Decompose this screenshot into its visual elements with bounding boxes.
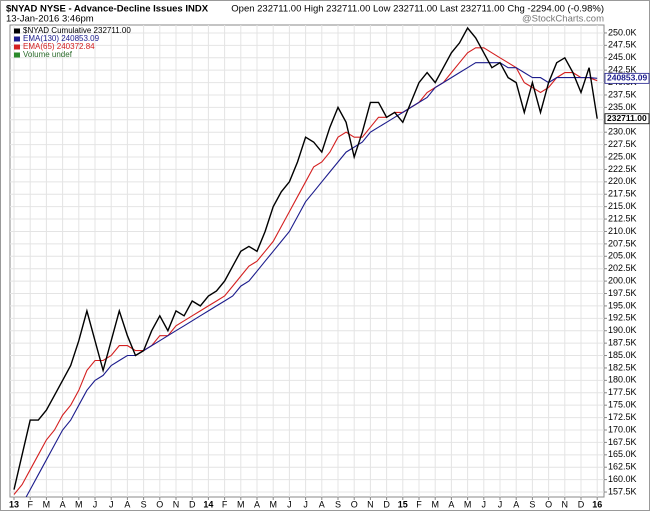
legend-label: $NYAD Cumulative 232711.00 — [23, 26, 131, 35]
y-tick-label: 215.0K — [608, 201, 637, 211]
x-tick-label: D — [189, 499, 196, 509]
y-tick-label: 212.5K — [608, 213, 637, 223]
x-tick-label: M — [269, 499, 277, 509]
y-tick-label: 160.0K — [608, 474, 637, 484]
y-tick-label: 220.0K — [608, 176, 637, 186]
y-tick-label: 190.0K — [608, 325, 637, 335]
x-tick-label: O — [351, 499, 358, 509]
y-tick-label: 180.0K — [608, 375, 637, 385]
value-flag — [604, 113, 650, 125]
x-tick-label: M — [43, 499, 51, 509]
y-tick-label: 195.0K — [608, 300, 637, 310]
value-flag-label: 240853.09 — [607, 73, 647, 83]
legend-label: EMA(130) 240853.09 — [23, 34, 100, 43]
x-tick-label: M — [431, 499, 439, 509]
x-tick-label: A — [254, 499, 260, 509]
x-tick-label: 15 — [398, 499, 408, 509]
series-group — [13, 26, 598, 497]
y-tick-label: 187.5K — [608, 338, 637, 348]
legend-note: Volume undef — [23, 50, 73, 59]
credit: @StockCharts.com — [522, 14, 604, 25]
y-tick-label: 170.0K — [608, 424, 637, 434]
y-tick-label: 217.5K — [608, 189, 637, 199]
line — [13, 26, 598, 490]
y-tick-label: 245.0K — [608, 52, 637, 62]
legend-swatch — [14, 28, 20, 34]
y-tick-label: 250.0K — [608, 27, 637, 37]
y-tick-label: 242.5K — [608, 65, 637, 75]
y-tick-label: 227.5K — [608, 139, 637, 149]
y-tick-label: 157.5K — [608, 486, 637, 496]
y-tick-label: 247.5K — [608, 40, 637, 50]
y-tick-label: 210.0K — [608, 226, 637, 236]
x-tick-label: J — [287, 499, 292, 509]
x-tick-label: F — [27, 499, 33, 509]
y-tick-label: 182.5K — [608, 362, 637, 372]
x-tick-label: 13 — [9, 499, 19, 509]
y-tick-label: 237.5K — [608, 89, 637, 99]
y-tick-label: 207.5K — [608, 238, 637, 248]
y-tick-label: 225.0K — [608, 151, 637, 161]
y-tick-label: 202.5K — [608, 263, 637, 273]
legend-swatch — [14, 36, 20, 42]
y-tick-label: 205.0K — [608, 251, 637, 261]
x-tick-label: J — [498, 499, 503, 509]
x-tick-label: O — [545, 499, 552, 509]
y-tick-label: 200.0K — [608, 275, 637, 285]
legend-label: EMA(65) 240372.84 — [23, 42, 95, 51]
chart-subtitle: 13-Jan-2016 3:46pm — [6, 14, 94, 25]
x-tick-label: J — [303, 499, 308, 509]
y-tick-label: 230.0K — [608, 127, 637, 137]
x-tick-label: J — [482, 499, 487, 509]
x-tick-label: N — [173, 499, 180, 509]
y-tick-label: 172.5K — [608, 412, 637, 422]
x-tick-label: F — [222, 499, 228, 509]
x-tick-label: M — [237, 499, 245, 509]
y-tick-label: 167.5K — [608, 437, 637, 447]
x-tick-label: F — [416, 499, 422, 509]
y-tick-label: 185.0K — [608, 350, 637, 360]
chart-title: $NYAD NYSE - Advance-Decline Issues INDX — [6, 4, 209, 15]
x-tick-label: S — [335, 499, 341, 509]
x-tick-label: S — [141, 499, 147, 509]
line — [13, 47, 598, 495]
y-tick-label: 222.5K — [608, 164, 637, 174]
x-tick-label: A — [124, 499, 130, 509]
x-tick-label: A — [448, 499, 454, 509]
x-tick-label: D — [578, 499, 585, 509]
y-tick-label: 197.5K — [608, 288, 637, 298]
legend-swatch — [14, 44, 20, 50]
x-tick-label: S — [529, 499, 535, 509]
x-tick-label: N — [367, 499, 374, 509]
x-tick-label: 16 — [592, 499, 602, 509]
x-tick-label: M — [464, 499, 472, 509]
x-tick-label: J — [109, 499, 114, 509]
y-tick-label: 192.5K — [608, 313, 637, 323]
x-tick-label: A — [319, 499, 325, 509]
x-tick-label: D — [383, 499, 390, 509]
x-tick-label: A — [60, 499, 66, 509]
x-tick-label: M — [75, 499, 83, 509]
value-flag-label: 232711.00 — [607, 113, 647, 123]
y-tick-label: 162.5K — [608, 462, 637, 472]
legend-swatch — [14, 52, 20, 58]
y-tick-label: 177.5K — [608, 387, 637, 397]
quote: Open 232711.00 High 232711.00 Low 232711… — [231, 4, 604, 15]
y-tick-label: 165.0K — [608, 449, 637, 459]
x-tick-label: O — [156, 499, 163, 509]
x-tick-label: N — [562, 499, 569, 509]
x-tick-label: 14 — [203, 499, 213, 509]
value-flag — [604, 72, 650, 84]
y-tick-label: 235.0K — [608, 102, 637, 112]
x-tick-label: A — [513, 499, 519, 509]
plot-area — [9, 24, 605, 498]
x-tick-label: J — [93, 499, 98, 509]
y-tick-label: 175.0K — [608, 400, 637, 410]
